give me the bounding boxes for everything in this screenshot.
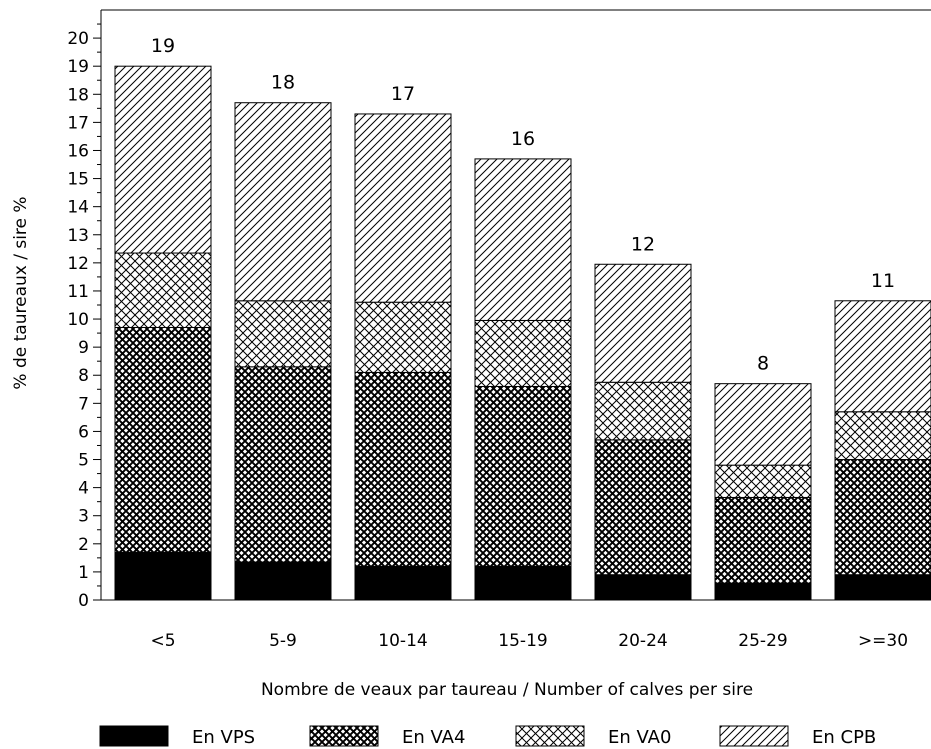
- y-tick-label: 9: [78, 338, 89, 358]
- y-tick-label: 3: [78, 507, 89, 527]
- legend: En VPS En VA4 En VA0 En CPB: [99, 725, 876, 748]
- y-tick-label: 18: [67, 85, 89, 105]
- y-tick-label: 14: [67, 198, 89, 218]
- bar-segment: [354, 565, 452, 601]
- bar-segment: [234, 366, 332, 563]
- y-tick-label: 11: [67, 282, 89, 302]
- bar-segment: [714, 383, 812, 466]
- total-labels-layer: 19 18 17 16 12 8 11: [151, 35, 895, 374]
- bar-segment: [354, 371, 452, 567]
- bar-segment: [714, 496, 812, 584]
- bar-segment: [594, 439, 692, 576]
- bar-segment: [834, 574, 931, 601]
- x-tick-label: 10-14: [378, 631, 427, 651]
- y-tick-label: 4: [78, 479, 89, 499]
- bar-segment: [114, 551, 212, 601]
- legend-swatch: [309, 725, 379, 747]
- y-tick-label: 16: [67, 141, 89, 161]
- bar-segment: [474, 385, 572, 567]
- bar-total-label: 17: [391, 83, 415, 105]
- y-tick-label: 17: [67, 113, 89, 133]
- y-tick-label: 1: [78, 563, 89, 583]
- bar-segment: [594, 381, 692, 441]
- bar-segment: [234, 102, 332, 302]
- y-tick-label: 20: [67, 29, 89, 49]
- bar-segment: [594, 263, 692, 383]
- bar-segment: [594, 574, 692, 601]
- bar-total-label: 8: [757, 353, 769, 375]
- bar-total-label: 11: [871, 270, 895, 292]
- legend-label: En CPB: [812, 727, 876, 748]
- y-tick-label: 7: [78, 394, 89, 414]
- legend-label: En VA0: [608, 727, 671, 748]
- x-tick-label: 20-24: [618, 631, 667, 651]
- legend-swatch: [515, 725, 585, 747]
- bar-segment: [114, 326, 212, 553]
- legend-label: En VPS: [192, 727, 255, 748]
- y-tick-label: 5: [78, 451, 89, 471]
- x-tick-label: >=30: [858, 631, 908, 651]
- x-tick-label: <5: [150, 631, 175, 651]
- y-tick-label: 19: [67, 57, 89, 77]
- y-tick-label: 15: [67, 170, 89, 190]
- bar-segment: [834, 300, 931, 413]
- bar-segment: [234, 561, 332, 601]
- bar-total-label: 16: [511, 128, 535, 150]
- y-axis-title: % de taureaux / sire %: [11, 196, 31, 389]
- bar-segment: [354, 113, 452, 303]
- x-tick-label: 5-9: [269, 631, 297, 651]
- y-tick-label: 8: [78, 366, 89, 386]
- bar-segment: [474, 565, 572, 601]
- bar-segment: [234, 300, 332, 368]
- bar-segment: [714, 582, 812, 601]
- bar-segment: [354, 301, 452, 373]
- y-tick-label: 12: [67, 254, 89, 274]
- y-tick-label: 13: [67, 226, 89, 246]
- y-tick-label: 2: [78, 535, 89, 555]
- bars-layer: [114, 65, 931, 601]
- bar-segment: [474, 158, 572, 321]
- bar-segment: [114, 65, 212, 254]
- bar-segment: [834, 411, 931, 461]
- x-tick-label: 15-19: [498, 631, 547, 651]
- bar-total-label: 19: [151, 35, 175, 57]
- bar-segment: [834, 459, 931, 576]
- bar-segment: [114, 252, 212, 328]
- legend-label: En VA4: [402, 727, 465, 748]
- bar-segment: [714, 464, 812, 498]
- legend-swatch: [719, 725, 789, 747]
- bar-segment: [474, 319, 572, 387]
- x-axis-title: Nombre de veaux par taureau / Number of …: [261, 680, 753, 700]
- y-tick-label: 10: [67, 310, 89, 330]
- y-tick-label: 0: [78, 591, 89, 611]
- x-tick-label: 25-29: [738, 631, 787, 651]
- y-tick-label: 6: [78, 422, 89, 442]
- bar-total-label: 12: [631, 233, 655, 255]
- bar-total-label: 18: [271, 72, 295, 94]
- x-axis: <5 5-9 10-14 15-19 20-24 25-29 >=30: [101, 599, 931, 651]
- legend-swatch: [99, 725, 169, 747]
